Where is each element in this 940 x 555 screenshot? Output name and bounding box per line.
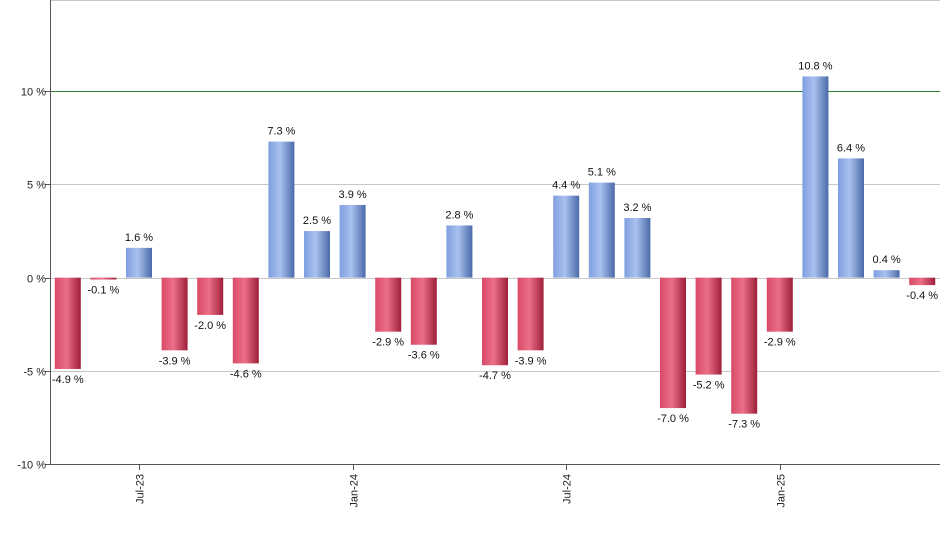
bar (482, 277, 508, 366)
bar-value-label: -7.3 % (728, 419, 760, 431)
bar (339, 204, 366, 278)
bar (660, 277, 686, 409)
bar (588, 182, 615, 278)
labels: -10 % -5 % 0 % 5 % 10 % -4.9 % -0.1 % 1.6 % -3.9… (17, 60, 938, 507)
bar-value-label: -2.0 % (194, 320, 226, 332)
bars (54, 76, 936, 414)
bar-value-label: -4.7 % (479, 370, 511, 382)
bar (375, 277, 402, 332)
x-tick-label: Jul-23 (135, 474, 147, 504)
bar-value-label: -7.0 % (657, 413, 689, 425)
bar (161, 277, 188, 351)
bar (766, 277, 793, 332)
bar-value-label: -0.4 % (906, 290, 938, 302)
axes (45, 0, 940, 470)
bar-value-label: -4.6 % (230, 368, 262, 380)
x-tick-label: Jan-25 (776, 474, 788, 508)
bar-value-label: 1.6 % (125, 232, 153, 244)
bar (268, 141, 295, 278)
bar-value-label: 2.5 % (303, 215, 331, 227)
bar-value-label: 7.3 % (267, 126, 295, 138)
bar-value-label: 2.8 % (445, 209, 473, 221)
x-tick-label: Jan-24 (349, 474, 361, 508)
bar-value-label: -3.9 % (159, 355, 191, 367)
bar (304, 231, 330, 278)
bar-value-label: 3.2 % (623, 202, 651, 214)
bar-value-label: 6.4 % (837, 142, 865, 154)
bar (197, 277, 224, 315)
y-tick-label: 0 % (27, 274, 46, 286)
bar (517, 277, 544, 351)
y-tick-label: -5 % (23, 367, 46, 379)
bar-value-label: 4.4 % (552, 180, 580, 192)
bar-value-label: -4.9 % (52, 374, 84, 386)
y-tick-label: -10 % (17, 460, 46, 472)
bar (90, 277, 117, 280)
bar-value-label: -2.9 % (372, 337, 404, 349)
bar-value-label: -3.9 % (515, 355, 547, 367)
bar (54, 277, 81, 369)
bar-value-label: 10.8 % (798, 60, 832, 72)
bar (695, 277, 722, 375)
bar (553, 195, 580, 278)
y-tick-label: 10 % (21, 87, 46, 99)
bar (446, 225, 473, 278)
bar-value-label: 5.1 % (588, 167, 616, 179)
bar-value-label: 3.9 % (339, 189, 367, 201)
bar-value-label: -3.6 % (408, 350, 440, 362)
bar-value-label: -2.9 % (764, 337, 796, 349)
bar-value-label: -5.2 % (693, 380, 725, 392)
y-tick-label: 5 % (27, 180, 46, 192)
bar-value-label: 0.4 % (873, 254, 901, 266)
bar (873, 270, 900, 278)
bar-value-label: -0.1 % (88, 285, 120, 297)
bar (838, 158, 864, 278)
bar (624, 218, 651, 278)
bar (731, 277, 758, 414)
bar (909, 277, 936, 286)
bar (232, 277, 259, 364)
x-tick-label: Jul-24 (562, 474, 574, 504)
bar (802, 76, 829, 278)
bar (126, 247, 152, 278)
bar (410, 277, 437, 345)
